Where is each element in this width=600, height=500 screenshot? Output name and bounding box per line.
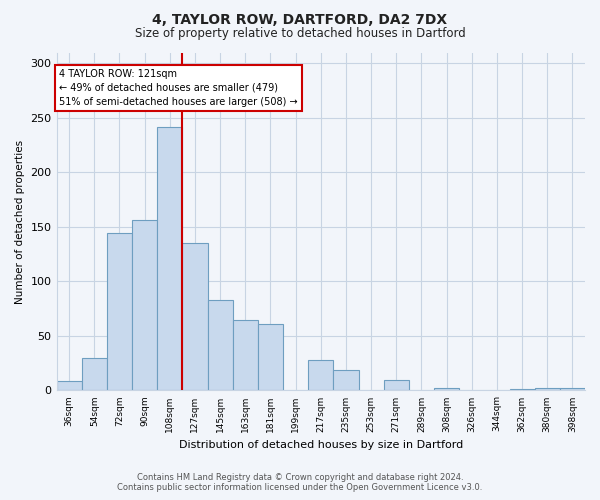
Y-axis label: Number of detached properties: Number of detached properties	[15, 140, 25, 304]
Bar	[182, 244, 208, 390]
Text: Contains HM Land Registry data © Crown copyright and database right 2024.
Contai: Contains HM Land Registry data © Crown c…	[118, 473, 482, 492]
Bar	[434, 388, 459, 390]
Text: Size of property relative to detached houses in Dartford: Size of property relative to detached ho…	[134, 28, 466, 40]
Bar	[132, 220, 157, 390]
Bar	[107, 234, 132, 390]
X-axis label: Distribution of detached houses by size in Dartford: Distribution of detached houses by size …	[179, 440, 463, 450]
Bar	[308, 360, 334, 390]
Bar	[208, 300, 233, 390]
Text: 4 TAYLOR ROW: 121sqm
← 49% of detached houses are smaller (479)
51% of semi-deta: 4 TAYLOR ROW: 121sqm ← 49% of detached h…	[59, 69, 298, 107]
Bar	[258, 324, 283, 390]
Bar	[56, 380, 82, 390]
Bar	[383, 380, 409, 390]
Text: 4, TAYLOR ROW, DARTFORD, DA2 7DX: 4, TAYLOR ROW, DARTFORD, DA2 7DX	[152, 12, 448, 26]
Bar	[535, 388, 560, 390]
Bar	[334, 370, 359, 390]
Bar	[560, 388, 585, 390]
Bar	[157, 126, 182, 390]
Bar	[82, 358, 107, 390]
Bar	[233, 320, 258, 390]
